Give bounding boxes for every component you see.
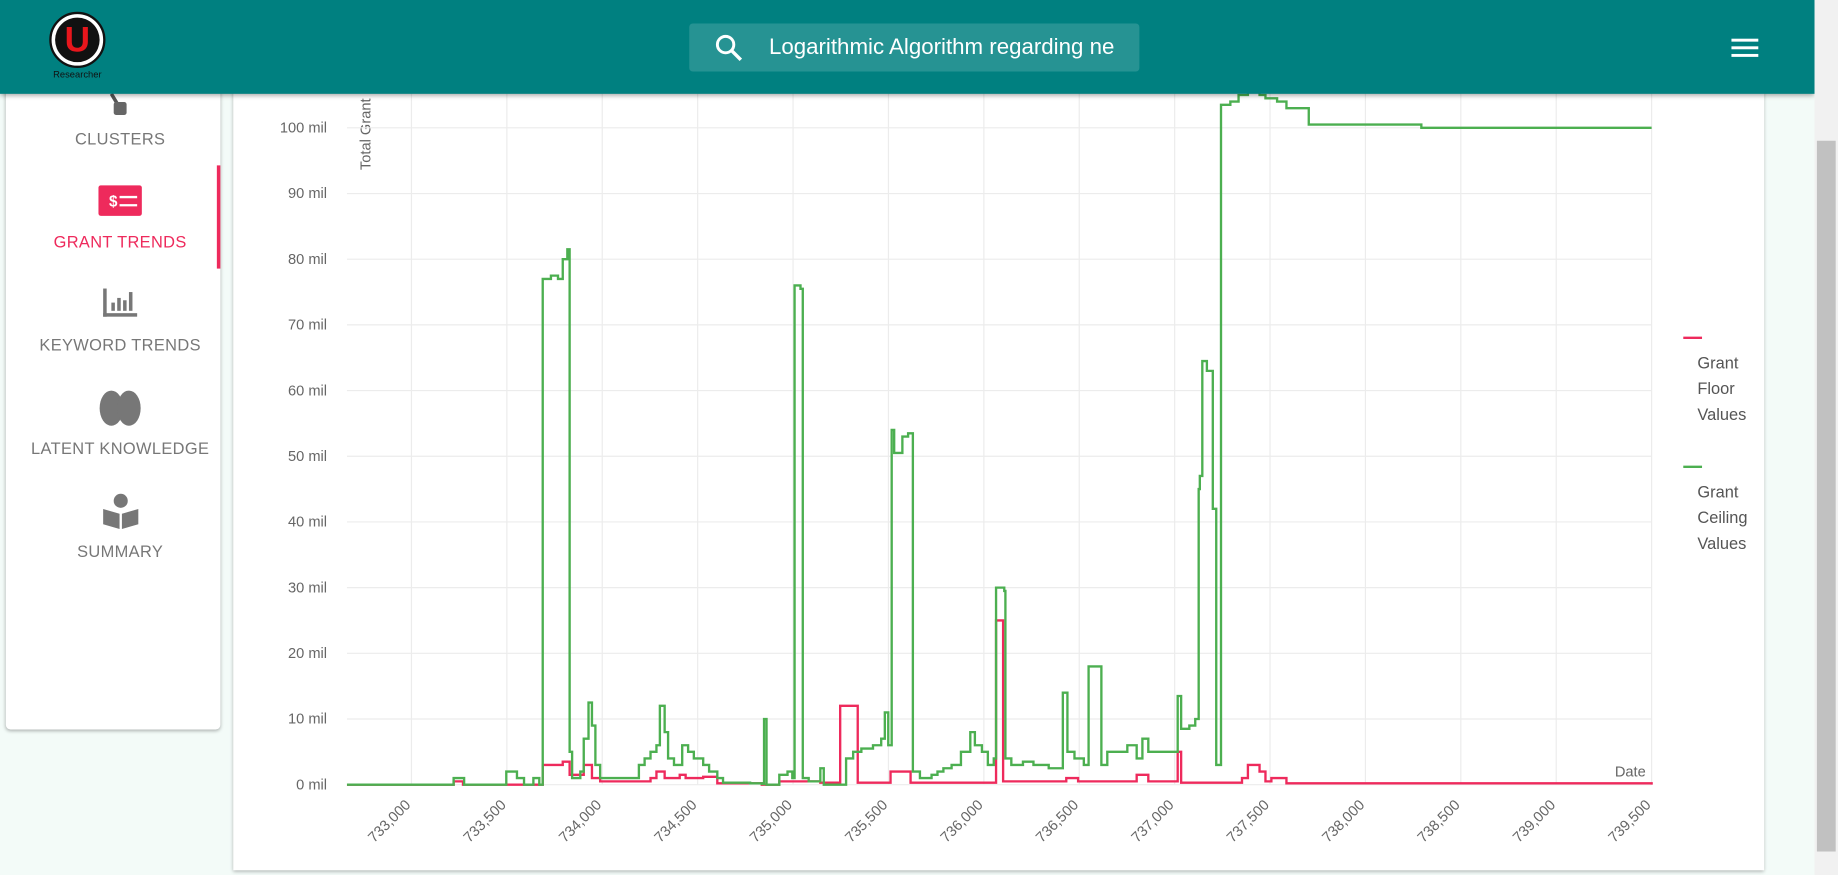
x-tick-label: 738,000: [1320, 797, 1369, 846]
keyword-icon: [103, 288, 138, 317]
x-tick-label: 738,500: [1415, 797, 1464, 846]
nav-item[interactable]: LATENT KNOWLEDGE: [31, 438, 210, 458]
grant-icon: $: [109, 193, 118, 210]
search-text[interactable]: Logarithmic Algorithm regarding ne: [768, 35, 1115, 60]
nav-item[interactable]: CLUSTERS: [74, 129, 166, 148]
search-box[interactable]: Logarithmic Algorithm regarding ne: [689, 23, 1140, 72]
brain-icon: [99, 390, 141, 426]
nav-icons: $: [98, 92, 142, 529]
y-tick-label: 70 mil: [288, 318, 327, 334]
y-tick-label: 10 mil: [288, 712, 327, 728]
y-tick-label: 90 mil: [288, 186, 327, 202]
y-tick-label: 0 mil: [296, 777, 327, 793]
cluster-icon: [113, 102, 127, 115]
scrollbar[interactable]: [1814, 0, 1838, 875]
y-tick-label: 100 mil: [280, 121, 327, 137]
nav-item[interactable]: SUMMARY: [77, 541, 164, 561]
menu-button[interactable]: [1731, 36, 1759, 59]
x-tick-label: 737,500: [1224, 797, 1273, 846]
y-tick-label: 60 mil: [288, 383, 327, 399]
x-tick-label: 734,500: [652, 797, 701, 846]
x-tick-label: 736,500: [1033, 797, 1082, 846]
logo-caption: Researcher: [53, 69, 101, 79]
y-tick-label: 80 mil: [288, 252, 327, 268]
x-tick-label: 733,500: [461, 797, 510, 846]
x-tick-label: 734,000: [556, 797, 605, 846]
logo-letter: U: [65, 21, 90, 60]
y-tick-label: 40 mil: [288, 515, 327, 531]
series-line: [346, 90, 1652, 786]
y-tick-label: 20 mil: [288, 646, 327, 662]
x-tick-label: 739,000: [1510, 797, 1559, 846]
search-icon: [715, 34, 743, 62]
x-tick-label: 735,000: [747, 797, 796, 846]
nav-item[interactable]: KEYWORD TRENDS: [39, 335, 201, 355]
legend-label: Grant Ceiling Values: [1697, 482, 1748, 553]
grant-icon: [98, 185, 142, 216]
x-tick-label: 737,000: [1129, 797, 1178, 846]
logo: U Researcher: [49, 11, 106, 79]
summary-icon: [103, 493, 139, 529]
nav-item[interactable]: GRANT TRENDS: [53, 232, 187, 252]
active-indicator: [216, 165, 221, 269]
header: U Researcher Logarithmic Algorithm regar…: [0, 0, 1815, 94]
x-tick-label: 736,000: [938, 797, 987, 846]
y-tick-label: 30 mil: [288, 580, 327, 596]
scroll-thumb[interactable]: [1816, 140, 1836, 852]
y-tick-label: 50 mil: [288, 449, 327, 465]
y-axis-label: Total Grant: [358, 98, 374, 170]
x-axis-label: Date: [1615, 764, 1646, 780]
x-tick-label: 733,000: [366, 797, 415, 846]
chart-card: [233, 70, 1765, 871]
x-tick-label: 739,500: [1606, 797, 1655, 846]
legend-label: Grant Floor Values: [1697, 353, 1747, 424]
x-tick-label: 735,500: [843, 797, 892, 846]
